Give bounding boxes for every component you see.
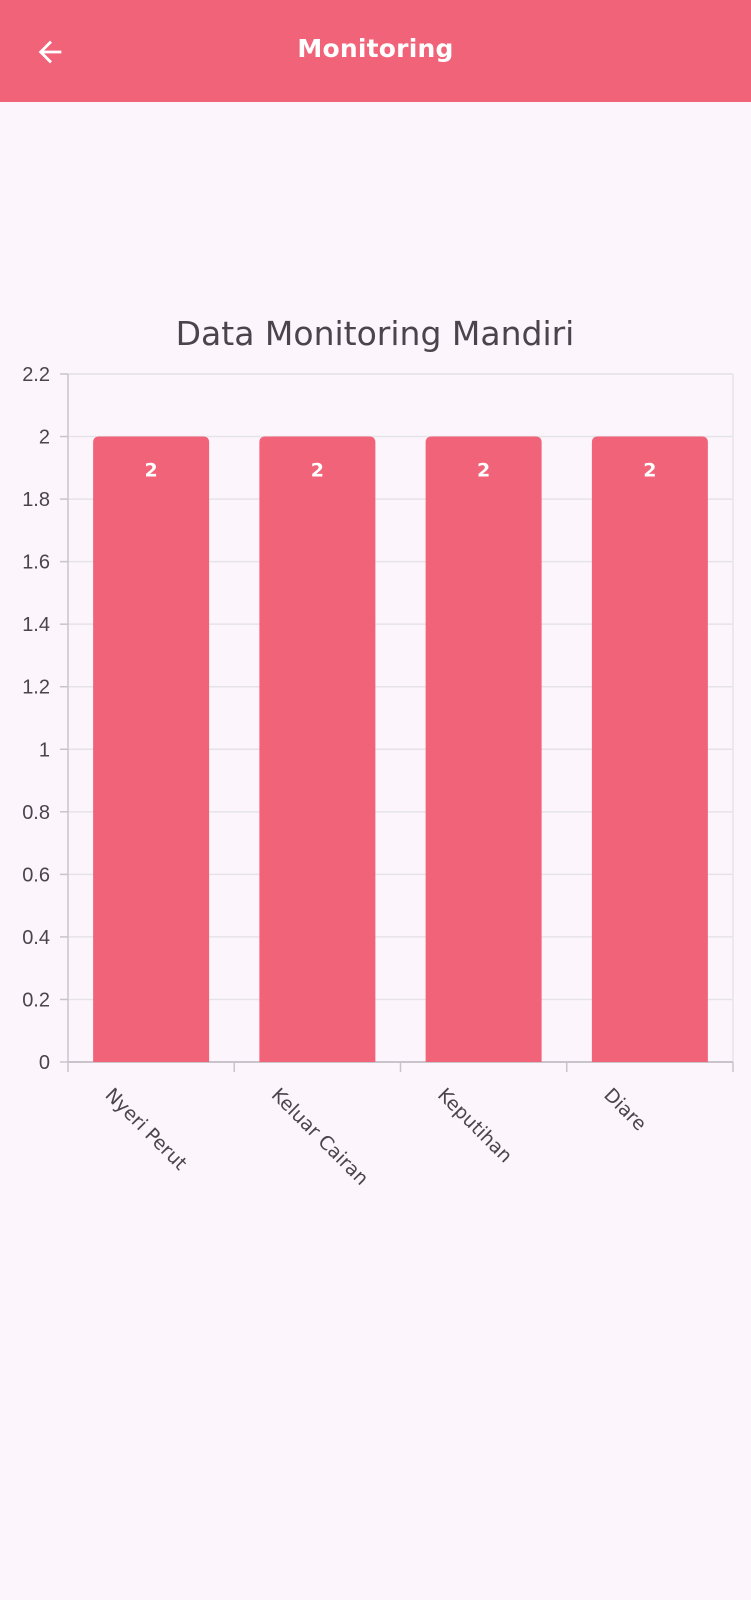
page-title: Monitoring	[297, 34, 454, 63]
data-label: 2	[477, 460, 490, 482]
y-tick-label: 1.6	[22, 552, 50, 574]
back-button[interactable]	[26, 28, 74, 76]
y-tick-label: 0	[39, 1052, 50, 1074]
bar[interactable]	[591, 436, 708, 1062]
y-tick-label: 0.4	[22, 927, 50, 949]
y-tick-label: 0.6	[22, 864, 50, 886]
bar[interactable]	[259, 436, 376, 1062]
chart-title: Data Monitoring Mandiri	[176, 314, 575, 353]
bar-chart: 0 0.2 0.4 0.6 0.8 1 1.2 1.4 1.6 1.8 2 2.2 2 Nyeri Per…	[0, 300, 751, 1220]
y-tick-label: 0.2	[22, 989, 50, 1011]
bar[interactable]	[425, 436, 542, 1062]
bar[interactable]	[93, 436, 210, 1062]
y-tick-label: 1.4	[22, 614, 50, 636]
x-tick-label: Keputihan	[433, 1084, 516, 1167]
x-tick-label: Nyeri Perut	[101, 1084, 192, 1175]
y-tick-label: 1.2	[22, 677, 50, 699]
y-tick-label: 2.2	[22, 364, 50, 386]
y-tick-label: 1	[39, 739, 50, 761]
arrow-left-icon	[38, 40, 62, 64]
app-bar: Monitoring	[0, 0, 751, 102]
x-tick-label: Diare	[599, 1084, 650, 1135]
y-tick-label: 1.8	[22, 489, 50, 511]
x-tick-label: Keluar Cairan	[267, 1084, 373, 1190]
data-label: 2	[311, 460, 324, 482]
y-tick-label: 2	[39, 427, 50, 449]
data-label: 2	[145, 460, 158, 482]
y-tick-label: 0.8	[22, 802, 50, 824]
data-label: 2	[643, 460, 656, 482]
